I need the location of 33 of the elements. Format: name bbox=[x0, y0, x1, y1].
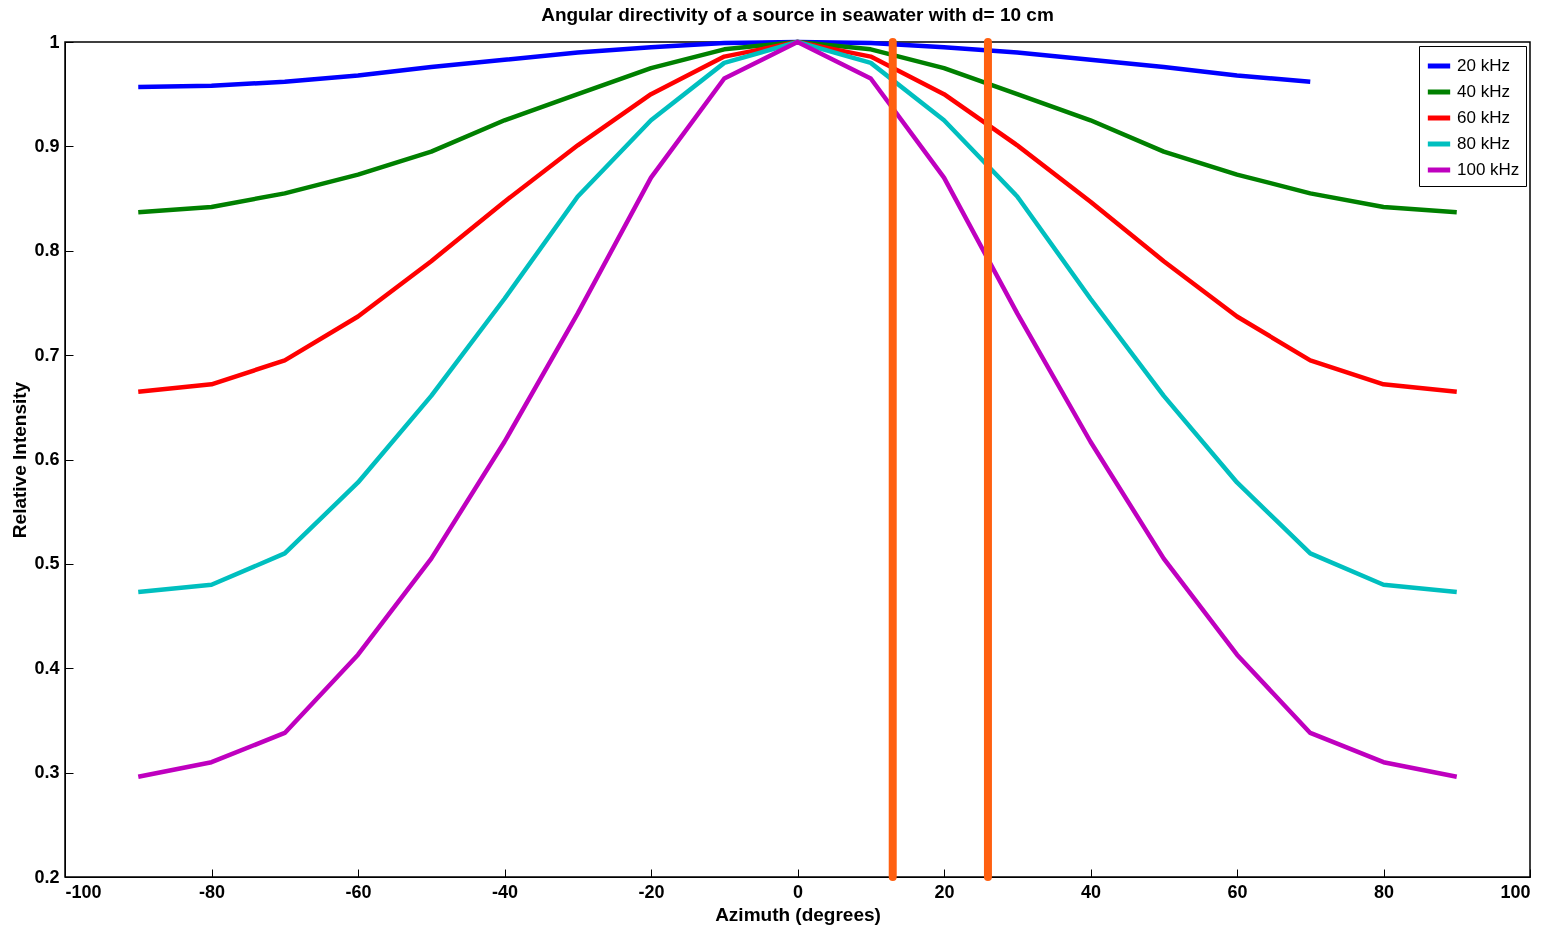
y-tick-label: 1 bbox=[49, 31, 60, 52]
x-tick-label: -60 bbox=[345, 881, 372, 902]
y-tick-label: 0.7 bbox=[34, 344, 60, 365]
x-tick-label: -40 bbox=[491, 881, 519, 902]
y-tick-label: 0.3 bbox=[34, 762, 60, 783]
legend-label: 40 kHz bbox=[1457, 82, 1510, 101]
line-series bbox=[136, 39, 1459, 780]
y-tick-label: 0.9 bbox=[34, 135, 60, 156]
legend-label: 100 kHz bbox=[1457, 160, 1520, 179]
line-series bbox=[136, 39, 1313, 90]
legend-label: 80 kHz bbox=[1457, 134, 1510, 153]
y-tick-label: 0.8 bbox=[34, 240, 60, 261]
x-tick-label: -20 bbox=[638, 881, 665, 902]
x-tick-label: 40 bbox=[1080, 881, 1102, 902]
y-tick-label: 0.2 bbox=[34, 866, 60, 887]
y-tick-label: 0.5 bbox=[34, 553, 60, 574]
chart-title: Angular directivity of a source in seawater with d= 10 cm bbox=[541, 4, 1054, 25]
line-series bbox=[136, 39, 1459, 215]
x-tick-label: 60 bbox=[1227, 881, 1248, 902]
x-tick-label: 0 bbox=[792, 881, 804, 902]
x-tick-label: 100 bbox=[1500, 881, 1531, 902]
line-series bbox=[136, 39, 1459, 595]
y-tick-label: 0.6 bbox=[34, 449, 60, 469]
legend-label: 20 kHz bbox=[1457, 56, 1510, 75]
x-tick-label: 20 bbox=[934, 881, 955, 902]
x-tick-label: -100 bbox=[65, 881, 102, 902]
y-axis-title: Relative Intensity bbox=[9, 381, 31, 539]
x-tick-label: 80 bbox=[1373, 881, 1395, 902]
x-axis-title: Azimuth (degrees) bbox=[715, 903, 881, 925]
legend-label: 60 kHz bbox=[1457, 108, 1510, 127]
line-series bbox=[136, 39, 1459, 394]
y-tick-label: 0.4 bbox=[34, 657, 60, 678]
x-tick-label: -80 bbox=[198, 881, 226, 902]
